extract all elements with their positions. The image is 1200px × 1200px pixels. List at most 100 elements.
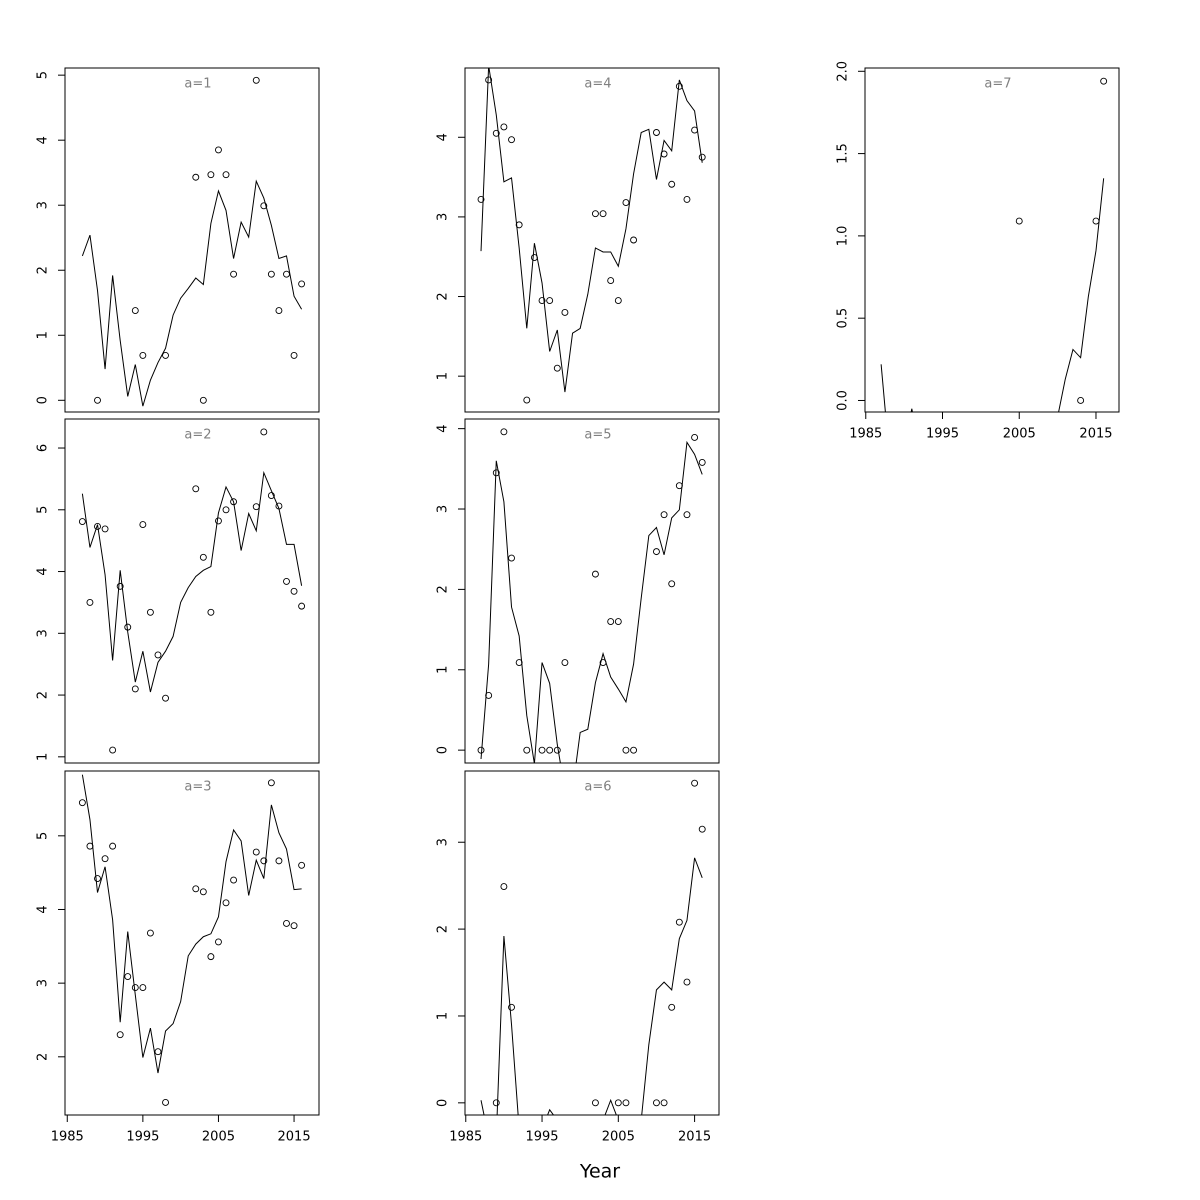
point xyxy=(267,270,275,278)
y-tick-label: 0 xyxy=(436,1099,451,1107)
fit-line xyxy=(81,774,302,1074)
panel-title: a=7 xyxy=(984,77,1011,92)
point xyxy=(124,623,132,631)
point xyxy=(599,210,607,218)
y-tick-label: 4 xyxy=(36,567,51,575)
point xyxy=(683,511,691,519)
x-tick-label: 1985 xyxy=(449,1130,482,1145)
y-tick-label: 2 xyxy=(436,585,451,593)
y-tick-label: 1 xyxy=(36,753,51,761)
point xyxy=(283,577,290,585)
point xyxy=(94,875,101,882)
point xyxy=(477,195,485,203)
point xyxy=(230,498,238,506)
y-tick-label: 2 xyxy=(436,292,451,300)
point xyxy=(207,608,215,616)
point xyxy=(561,309,569,316)
point xyxy=(78,518,86,525)
point xyxy=(530,254,538,261)
point xyxy=(500,428,508,436)
point xyxy=(162,1099,169,1106)
point xyxy=(252,848,260,856)
panel-title: a=5 xyxy=(584,428,611,443)
y-tick-label: 3 xyxy=(36,629,51,637)
panel-title: a=4 xyxy=(584,77,611,92)
point xyxy=(94,396,101,404)
point xyxy=(668,1003,676,1011)
point xyxy=(86,598,94,606)
panel-title: a=6 xyxy=(584,780,611,795)
point xyxy=(298,861,306,869)
panel: a=2 1 2 3 4 5 6 xyxy=(36,418,320,764)
x-tick-label: 2005 xyxy=(1003,427,1036,442)
y-tick-label: 3 xyxy=(436,213,451,221)
x-tick-label: 2015 xyxy=(678,1130,711,1145)
point xyxy=(508,554,515,562)
point xyxy=(1077,397,1085,404)
panel: a=7 0.0 0.5 1.0 1.5 2.0 1985 1995 2005 2015 xyxy=(836,61,1120,442)
y-tick-label: 3 xyxy=(36,201,51,209)
point xyxy=(298,280,306,288)
point xyxy=(267,492,275,500)
point xyxy=(275,502,283,510)
y-tick-label: 4 xyxy=(36,905,51,913)
point xyxy=(591,570,599,578)
point xyxy=(146,608,154,616)
point xyxy=(546,746,554,754)
x-tick-label: 1985 xyxy=(849,427,882,442)
y-tick-label: 5 xyxy=(36,832,51,840)
panel: a=1 0 1 2 3 4 5 xyxy=(36,67,320,413)
point xyxy=(492,469,500,477)
plot-box xyxy=(464,67,720,413)
y-tick-label: 3 xyxy=(436,838,451,846)
point xyxy=(252,76,260,84)
point xyxy=(215,938,222,946)
y-tick-label: 4 xyxy=(36,136,51,144)
y-tick-label: 2 xyxy=(436,925,451,933)
point xyxy=(591,210,599,218)
y-tick-label: 5 xyxy=(36,506,51,514)
point xyxy=(222,506,230,514)
point xyxy=(207,171,215,179)
point xyxy=(591,1099,599,1107)
point xyxy=(154,651,162,659)
point xyxy=(267,779,275,787)
panel: a=3 2 3 4 5 1985 1995 2005 2015 xyxy=(36,770,320,1145)
point xyxy=(215,517,222,525)
point xyxy=(523,746,531,754)
panel: a=6 0 1 2 3 1985 1995 2005 2015 xyxy=(436,770,720,1145)
point xyxy=(614,618,622,625)
point xyxy=(131,685,139,693)
point xyxy=(116,582,124,590)
point xyxy=(101,525,109,533)
point xyxy=(538,746,546,754)
y-tick-label: 1 xyxy=(436,372,451,380)
y-tick-label: 0 xyxy=(436,746,451,754)
point xyxy=(199,553,207,561)
point xyxy=(683,195,691,203)
x-tick-label: 1985 xyxy=(51,1130,84,1145)
x-tick-label: 1995 xyxy=(126,1130,159,1145)
point xyxy=(691,779,699,787)
fit-line xyxy=(880,178,1105,412)
point xyxy=(660,511,668,519)
y-tick-label: 1 xyxy=(36,331,51,339)
point xyxy=(660,1099,668,1107)
point xyxy=(192,485,200,493)
y-tick-label: 0 xyxy=(36,396,51,404)
panel-title: a=1 xyxy=(184,77,211,92)
point xyxy=(614,297,622,304)
point xyxy=(698,153,706,161)
point xyxy=(698,458,706,466)
point xyxy=(1100,77,1108,85)
point xyxy=(630,746,638,754)
x-tick-label: 2015 xyxy=(1079,427,1112,442)
point xyxy=(139,351,147,359)
point xyxy=(515,659,523,666)
point xyxy=(162,351,169,359)
point xyxy=(222,171,230,179)
point xyxy=(154,1048,162,1056)
point xyxy=(561,659,569,666)
fit-line xyxy=(81,470,303,693)
